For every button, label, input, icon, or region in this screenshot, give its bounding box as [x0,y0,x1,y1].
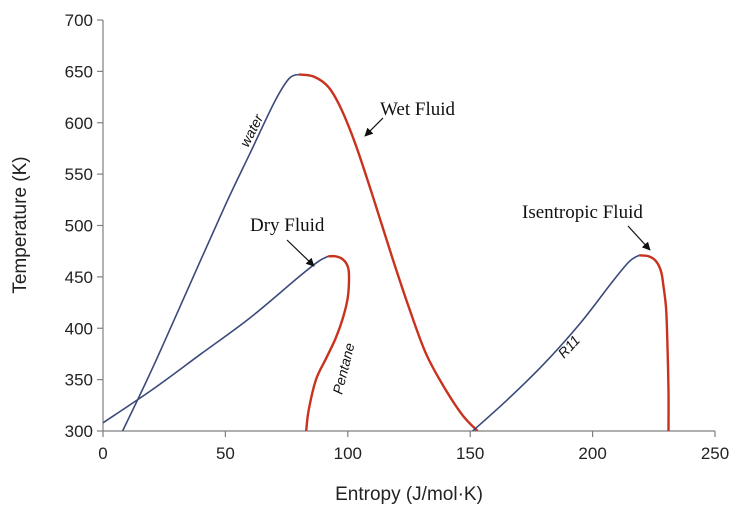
annotation-dry-fluid: Dry Fluid [250,215,325,267]
annotation-wet-fluid-label: Wet Fluid [380,99,455,120]
annotation-wet-fluid: Wet Fluid [364,99,455,137]
y-tick-label: 450 [65,268,93,287]
annotation-wet-fluid-arrow [364,117,384,137]
plot-background [103,20,715,431]
y-tick-label: 350 [65,371,93,390]
x-axis-title: Entropy (J/mol·K) [335,484,483,505]
x-ticks: 0 50 100 150 200 250 [98,431,729,463]
annotation-isentropic-fluid: Isentropic Fluid [522,202,651,251]
x-tick-label: 50 [216,444,235,463]
y-tick-label: 550 [65,165,93,184]
y-tick-label: 500 [65,217,93,236]
series-line-water-vapor [298,73,479,431]
x-tick-label: 200 [578,444,606,463]
y-axis-title: Temperature (K) [10,156,31,293]
annotation-dry-fluid-arrow [286,239,315,267]
y-tick-label: 400 [65,319,93,338]
annotation-isentropic-fluid-label: Isentropic Fluid [522,202,643,223]
annotation-isentropic-fluid-arrow [627,225,651,251]
y-tick-label: 600 [65,114,93,133]
x-tick-label: 0 [98,444,107,463]
series-line-r11-liquid [472,254,640,431]
x-tick-label: 150 [456,444,484,463]
y-ticks: 300 350 400 450 500 550 600 650 700 [65,11,103,441]
y-tick-label: 700 [65,11,93,30]
y-tick-label: 300 [65,422,93,441]
x-tick-label: 100 [334,444,362,463]
plot-area [103,20,715,431]
annotation-dry-fluid-label: Dry Fluid [250,215,325,236]
series-line-pentane-liquid [103,255,329,424]
series-line-r11-vapor [638,254,670,431]
x-tick-label: 250 [701,444,729,463]
y-tick-label: 650 [65,62,93,81]
curves [103,73,670,431]
series-line-pentane-vapor [304,254,351,431]
series-line-water-liquid [121,73,300,431]
